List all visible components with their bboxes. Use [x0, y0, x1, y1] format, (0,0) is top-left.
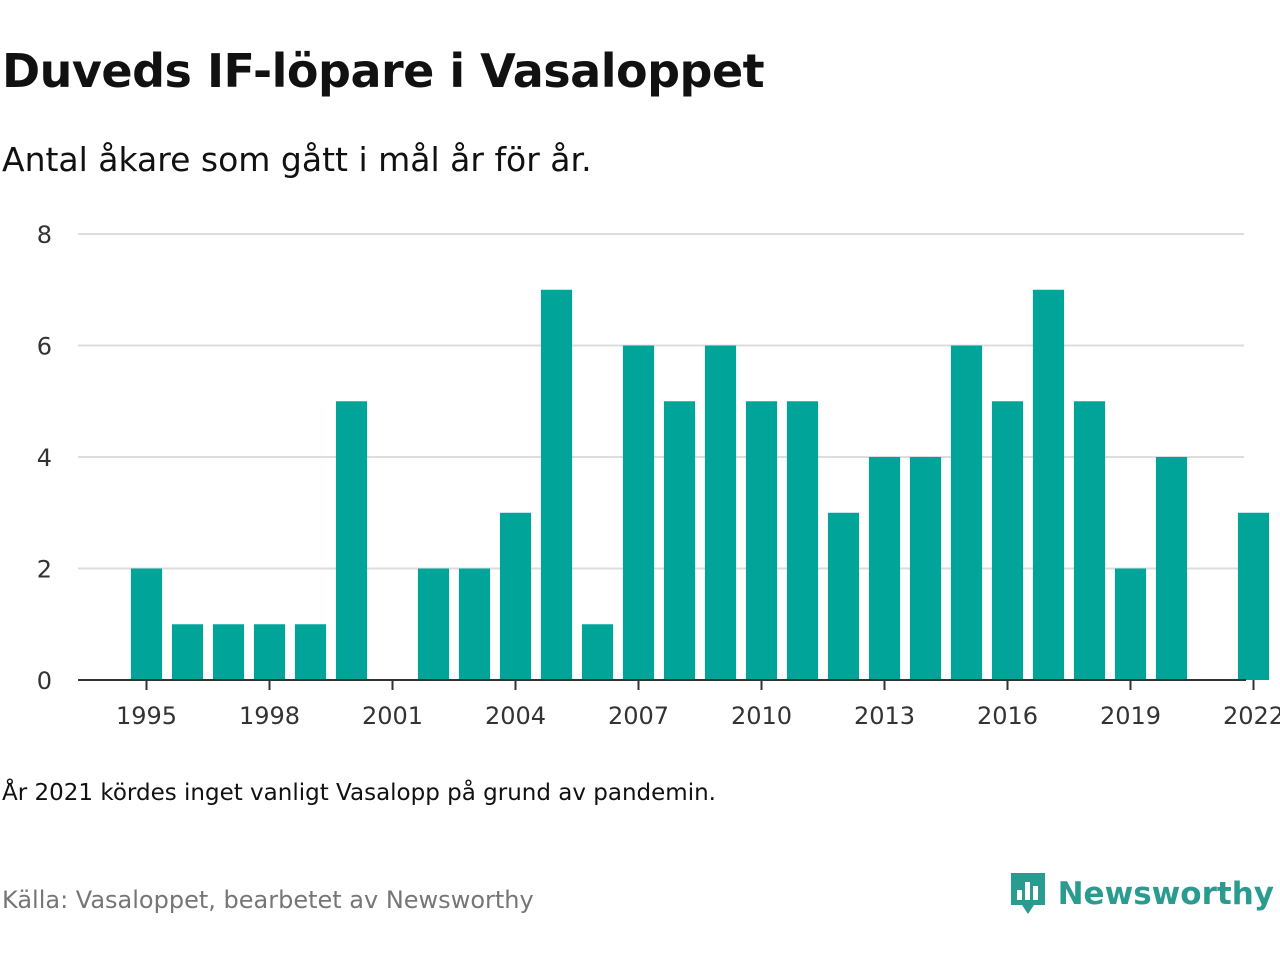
x-tick-label: 2019: [1100, 702, 1161, 730]
bar-2000: [335, 401, 368, 680]
x-tick-label: 2001: [362, 702, 423, 730]
y-tick-label: 8: [37, 221, 52, 249]
bar-1996: [171, 624, 204, 680]
x-tick-label: 2013: [854, 702, 915, 730]
bar-2017: [1032, 289, 1065, 680]
newsworthy-logo-icon: [1010, 873, 1045, 914]
x-tick-label: 2016: [977, 702, 1038, 730]
bar-2018: [1073, 401, 1106, 680]
x-tick-label: 2022: [1223, 702, 1280, 730]
bar-2002: [417, 568, 450, 680]
bar-1998: [253, 624, 286, 680]
bar-2011: [786, 401, 819, 680]
bar-1995: [130, 568, 163, 680]
bar-2010: [745, 401, 778, 680]
x-tick-label: 1998: [239, 702, 300, 730]
source-text: Källa: Vasaloppet, bearbetet av Newswort…: [2, 886, 534, 914]
bar-2007: [622, 345, 655, 680]
x-tick-label: 2004: [485, 702, 546, 730]
brand-name: Newsworthy: [1057, 876, 1274, 912]
y-tick-label: 4: [37, 444, 52, 472]
chart-subtitle: Antal åkare som gått i mål år för år.: [2, 140, 592, 179]
bar-2015: [950, 345, 983, 680]
newsworthy-brand[interactable]: Newsworthy: [1008, 870, 1274, 918]
bar-2008: [663, 401, 696, 680]
bar-2013: [868, 457, 901, 680]
y-tick-label: 6: [37, 333, 52, 361]
x-tick-label: 2010: [731, 702, 792, 730]
bar-2022: [1237, 512, 1270, 680]
bar-2016: [991, 401, 1024, 680]
chart-title: Duveds IF-löpare i Vasaloppet: [2, 44, 765, 98]
chart-note: År 2021 kördes inget vanligt Vasalopp på…: [2, 780, 716, 806]
bar-2012: [827, 512, 860, 680]
bar-1999: [294, 624, 327, 680]
x-tick-label: 2007: [608, 702, 669, 730]
y-tick-label: 2: [37, 556, 52, 584]
bar-2009: [704, 345, 737, 680]
bar-2020: [1155, 457, 1188, 680]
bar-2003: [458, 568, 491, 680]
bar-2004: [499, 512, 532, 680]
bar-2014: [909, 457, 942, 680]
bar-chart: 0 2 4 6 8 1995 1998 2001 2004 2007 2010 2013 2016 201…: [37, 221, 1280, 730]
x-tick-label: 1995: [116, 702, 177, 730]
bar-2006: [581, 624, 614, 680]
bar-2019: [1114, 568, 1147, 680]
y-tick-label: 0: [37, 667, 52, 695]
bar-2005: [540, 289, 573, 680]
bar-1997: [212, 624, 245, 680]
